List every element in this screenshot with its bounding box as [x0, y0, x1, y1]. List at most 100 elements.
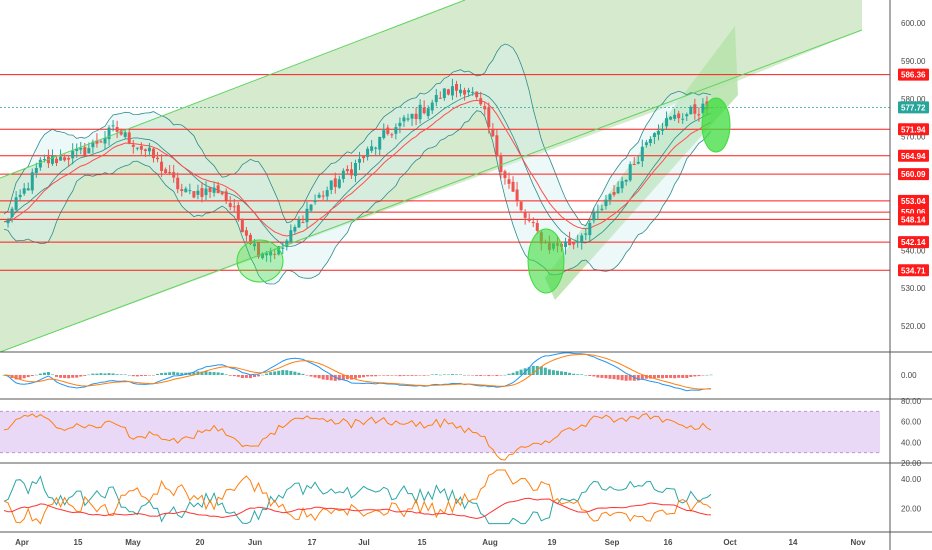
price-tick-label: 590.00	[901, 57, 926, 66]
candle-body	[160, 161, 164, 171]
macd-histogram-bar	[305, 375, 309, 376]
macd-histogram-bar	[450, 374, 454, 375]
macd-histogram-bar	[410, 375, 414, 376]
candle-body	[135, 147, 139, 149]
time-tick-label: 15	[418, 538, 427, 547]
macd-histogram-bar	[176, 372, 180, 375]
candle-body	[293, 227, 297, 232]
candle-body	[156, 157, 160, 160]
candle-body	[362, 156, 366, 159]
candle-body	[446, 89, 450, 95]
dmi-pane	[3, 469, 712, 525]
candle-body	[317, 194, 321, 198]
candle-body	[143, 149, 147, 151]
candle-body	[600, 208, 604, 210]
candle-body	[644, 142, 648, 146]
macd-histogram-bar	[115, 374, 119, 375]
macd-histogram-bar	[131, 375, 135, 377]
macd-histogram-bar	[471, 375, 475, 376]
candle-body	[511, 181, 515, 192]
adx-line	[3, 497, 712, 520]
macd-histogram-bar	[527, 367, 531, 375]
candle-body	[91, 141, 95, 148]
macd-histogram-bar	[337, 375, 341, 381]
macd-histogram-bar	[374, 375, 378, 377]
price-level-badge	[898, 194, 929, 207]
candle-body	[414, 113, 418, 119]
price-tick-label: 520.00	[901, 322, 926, 331]
macd-histogram-bar	[495, 375, 499, 376]
candle-body	[184, 188, 188, 193]
macd-histogram-bar	[22, 375, 26, 379]
macd-histogram-bar	[252, 375, 256, 377]
macd-histogram-bar	[656, 375, 660, 378]
macd-histogram-bar	[576, 374, 580, 375]
macd-tick-label: 0.00	[901, 371, 917, 380]
macd-histogram-bar	[26, 375, 30, 378]
macd-histogram-bar	[693, 375, 697, 377]
candle-body	[382, 130, 386, 139]
candle-body	[495, 135, 499, 157]
candle-body	[38, 159, 42, 168]
candle-body	[228, 203, 232, 208]
macd-histogram-bar	[285, 370, 289, 375]
candle-body	[127, 132, 131, 144]
macd-histogram-bar	[289, 370, 293, 375]
candle-body	[79, 147, 83, 150]
macd-histogram-bar	[616, 375, 620, 380]
candle-body	[34, 167, 38, 174]
candle-body	[345, 168, 349, 172]
candle-body	[410, 113, 414, 119]
macd-histogram-bar	[382, 375, 386, 376]
candle-body	[422, 107, 426, 114]
price-level-value: 542.14	[901, 238, 926, 247]
candle-body	[95, 140, 99, 144]
candle-body	[309, 204, 313, 211]
candle-body	[612, 191, 616, 195]
macd-histogram-bar	[584, 374, 588, 376]
macd-histogram-bar	[705, 374, 709, 376]
macd-histogram-bar	[111, 373, 115, 375]
price-pane	[0, 0, 890, 353]
macd-histogram-bar	[539, 366, 543, 375]
candle-body	[491, 129, 495, 137]
macd-histogram-bar	[446, 374, 450, 376]
macd-histogram-bar	[507, 373, 511, 375]
macd-histogram-bar	[123, 374, 127, 375]
candle-body	[693, 104, 697, 114]
candle-body	[75, 148, 79, 151]
macd-histogram-bar	[531, 365, 535, 375]
candle-body	[208, 187, 212, 193]
current-price-badge	[898, 101, 929, 114]
candle-body	[624, 179, 628, 182]
candle-body	[479, 98, 483, 105]
candle-body	[204, 188, 208, 196]
candle-body	[608, 194, 612, 200]
macd-histogram-bar	[67, 375, 71, 379]
macd-histogram-bar	[75, 375, 79, 378]
macd-histogram-bar	[596, 375, 600, 378]
candle-body	[180, 189, 184, 192]
candle-body	[677, 113, 681, 119]
candle-body	[6, 219, 10, 224]
price-tick-label: 580.00	[901, 95, 926, 104]
macd-histogram-bar	[59, 375, 63, 378]
macd-histogram-bar	[499, 375, 503, 376]
candle-body	[604, 199, 608, 207]
macd-histogram-bar	[212, 372, 216, 375]
macd-histogram-bar	[220, 372, 224, 375]
candle-body	[487, 107, 491, 128]
rsi-tick-label: 60.00	[901, 418, 922, 427]
macd-histogram-bar	[463, 375, 467, 376]
macd-histogram-bar	[119, 374, 123, 375]
candle-body	[147, 147, 151, 152]
candle-body	[584, 233, 588, 235]
bollinger-upper-band	[3, 43, 712, 227]
candle-body	[329, 180, 333, 190]
candle-body	[640, 146, 644, 162]
ema-line	[3, 99, 712, 237]
macd-histogram-bar	[192, 372, 196, 375]
candle-body	[337, 179, 341, 188]
candle-body	[503, 171, 507, 179]
candle-body	[459, 89, 463, 94]
